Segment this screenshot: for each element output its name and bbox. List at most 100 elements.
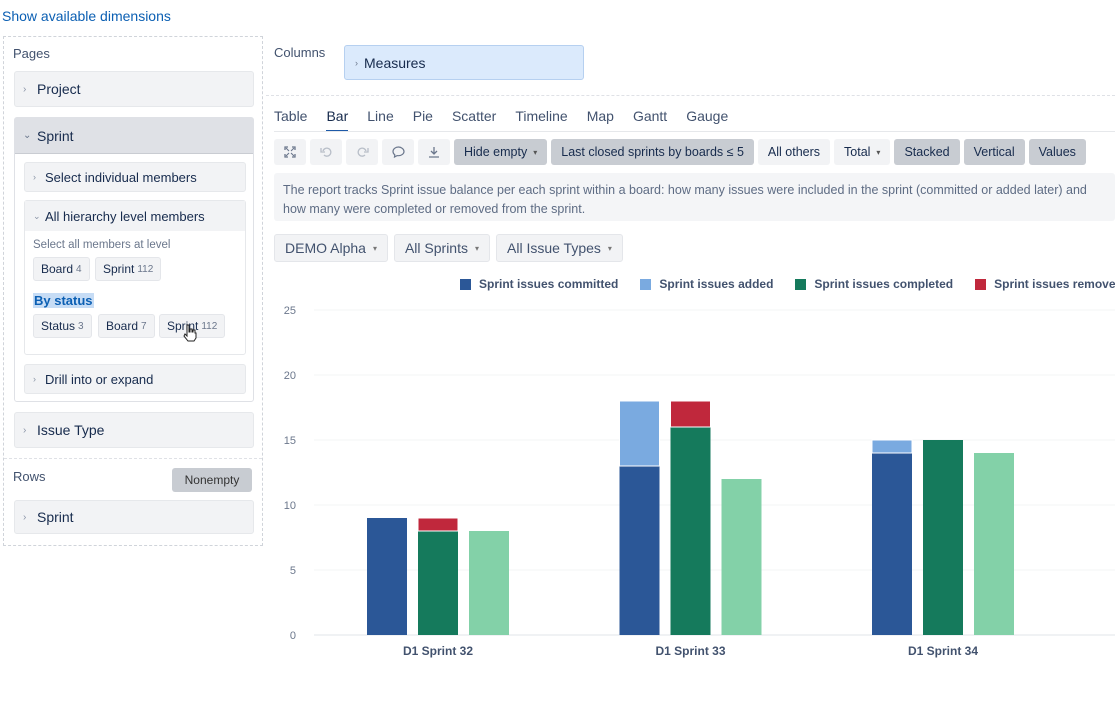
tab-pie[interactable]: Pie [412,108,433,124]
dimension-sprint-header[interactable]: ⌄ Sprint [15,118,253,154]
bar-segment[interactable] [670,400,711,428]
tab-bar[interactable]: Bar [326,108,349,132]
all-hierarchy-members-section: ⌄ All hierarchy level members Select all… [24,200,246,355]
by-status-label: By status [33,293,94,308]
total-dropdown[interactable]: Total ▾ [834,139,891,165]
legend-removed[interactable]: Sprint issues removed [975,277,1115,291]
chip-sprint[interactable]: Sprint 112 [95,257,162,281]
bar-segment[interactable] [923,440,963,635]
filter-project[interactable]: DEMO Alpha ▾ [274,234,388,262]
dimension-issue-type[interactable]: › Issue Type [14,412,254,448]
select-all-level-label: Select all members at level [33,239,171,251]
tab-timeline[interactable]: Timeline [515,108,568,124]
tab-table[interactable]: Table [274,108,308,124]
bar-segment[interactable] [619,400,660,467]
tab-map[interactable]: Map [586,108,614,124]
legend-swatch [795,278,807,290]
comment-button[interactable] [382,139,414,165]
chevron-right-icon: › [23,511,27,523]
x-tick-label: D1 Sprint 34 [908,644,978,658]
bar-segment[interactable] [872,453,912,635]
drill-label: Drill into or expand [45,371,154,387]
chip-board[interactable]: Board 4 [33,257,90,281]
tab-gauge[interactable]: Gauge [686,108,729,124]
dimension-issue-type-label: Issue Type [37,422,105,438]
legend-swatch [975,278,987,290]
rows-sprint-label: Sprint [37,509,74,525]
export-button[interactable] [418,139,450,165]
filter-label: All Issue Types [507,240,601,256]
bar-segment[interactable] [367,518,407,635]
bar-segment[interactable] [619,466,660,635]
chip-count: 112 [137,263,154,275]
all-hierarchy-header[interactable]: ⌄ All hierarchy level members [25,201,245,231]
redo-icon [357,147,369,157]
legend-added[interactable]: Sprint issues added [640,277,773,291]
stacked-button[interactable]: Stacked [894,139,960,165]
columns-title: Columns [274,45,326,60]
bar-segment[interactable] [417,517,459,532]
tabs-underline [274,131,1115,132]
bar-segment[interactable] [974,453,1014,635]
bar-segment[interactable] [469,531,509,635]
chip-label: Sprint [103,262,135,276]
y-tick-label: 5 [290,565,296,577]
rows-dimension-sprint[interactable]: › Sprint [14,500,254,534]
chevron-down-icon: ▾ [876,147,881,157]
dimension-project[interactable]: › Project [14,71,254,107]
columns-measures[interactable]: › Measures [344,45,584,80]
bar-segment[interactable] [721,479,762,635]
last-closed-sprints-button[interactable]: Last closed sprints by boards ≤ 5 [551,139,754,165]
values-button[interactable]: Values [1028,139,1086,165]
tab-line[interactable]: Line [367,108,394,124]
dimension-sprint-expanded: ⌄ Sprint › Select individual members ⌄ A… [14,117,254,402]
hide-empty-dropdown[interactable]: Hide empty ▾ [454,139,548,165]
legend-swatch [460,278,471,290]
undo-button[interactable] [310,139,342,165]
filter-issue-types[interactable]: All Issue Types ▾ [496,234,623,262]
all-others-button[interactable]: All others [757,139,831,165]
legend-label: Sprint issues added [659,277,774,291]
drag-handle-icon: › [355,57,358,68]
chip-count: 7 [141,320,147,332]
legend-label: Sprint issues committed [479,277,619,291]
total-label: Total [844,145,871,159]
nonempty-button[interactable]: Nonempty [172,468,252,492]
chevron-right-icon: › [23,83,27,95]
chart-legend: Sprint issues committed Sprint issues ad… [460,277,1115,291]
fullscreen-button[interactable] [274,139,306,165]
select-individual-members[interactable]: › Select individual members [24,162,246,192]
tab-gantt[interactable]: Gantt [632,108,668,124]
x-tick-label: D1 Sprint 33 [655,644,725,658]
dimension-project-label: Project [37,81,81,97]
legend-committed[interactable]: Sprint issues committed [460,277,618,291]
filter-sprints[interactable]: All Sprints ▾ [393,234,490,262]
bar-segment[interactable] [418,531,458,635]
select-individual-label: Select individual members [45,169,197,185]
legend-completed[interactable]: Sprint issues completed [795,277,953,291]
hand-cursor-icon [183,324,197,342]
chip-label: Board [106,319,139,333]
bar-segment[interactable] [871,439,913,454]
chip-status[interactable]: Status 3 [33,314,92,338]
drill-into-expand[interactable]: › Drill into or expand [24,364,246,394]
redo-button[interactable] [346,139,378,165]
tab-scatter[interactable]: Scatter [451,108,497,124]
chevron-down-icon: ⌄ [33,210,41,221]
y-tick-label: 20 [284,370,296,382]
chip-label: Status [41,319,76,333]
bar-segment[interactable] [670,427,711,635]
chart-type-tabs: Table Bar Line Pie Scatter Timeline Map … [274,108,747,132]
chevron-down-icon: ⌄ [23,130,32,141]
chip-count: 112 [201,320,218,332]
y-tick-label: 0 [290,630,296,642]
all-hierarchy-label: All hierarchy level members [45,208,205,224]
legend-label: Sprint issues completed [814,277,954,291]
chip-status-board[interactable]: Board 7 [98,314,155,338]
y-tick-label: 10 [284,500,296,512]
y-tick-label: 15 [284,435,296,447]
report-description: The report tracks Sprint issue balance p… [274,173,1115,221]
chip-count: 3 [78,320,84,332]
show-dimensions-link[interactable]: Show available dimensions [2,8,171,24]
vertical-button[interactable]: Vertical [963,139,1025,165]
